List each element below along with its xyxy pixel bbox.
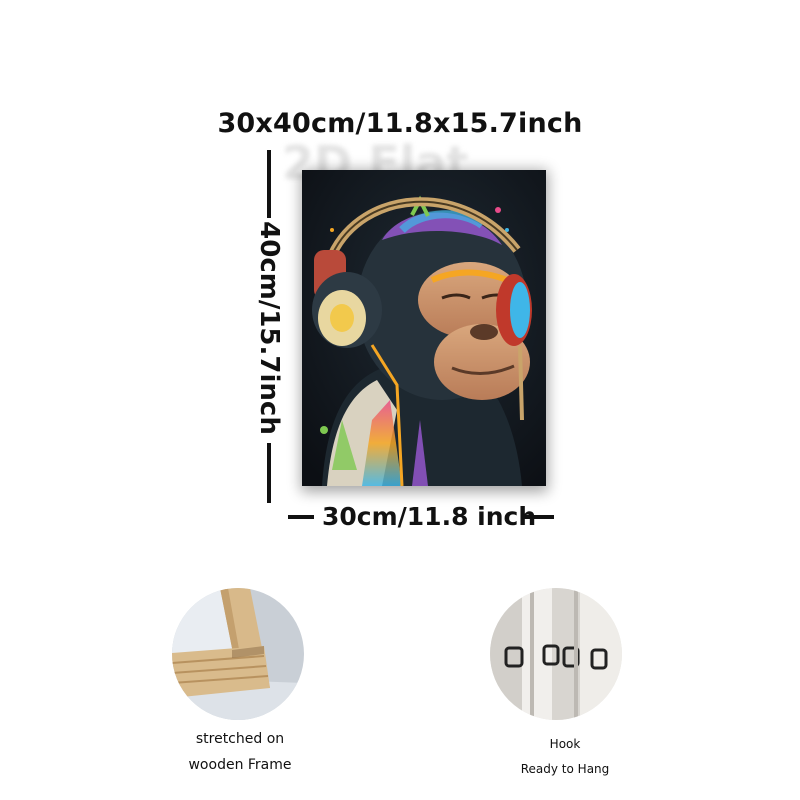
chimp-with-headphones-illustration — [302, 170, 546, 486]
height-indicator-line-top — [267, 150, 271, 218]
height-indicator-line-bottom — [267, 443, 271, 503]
hook-photo — [490, 588, 622, 720]
frame-caption-line-2: wooden Frame — [188, 757, 292, 773]
width-size-label: 30cm/11.8 inch — [322, 502, 537, 531]
overall-size-label: 30x40cm/11.8x15.7inch — [217, 108, 583, 139]
wooden-frame-photo — [172, 588, 304, 720]
hook-caption-line-1: Hook — [549, 737, 581, 751]
frame-caption-line-1: stretched on — [195, 731, 285, 747]
width-indicator-line-left — [288, 515, 314, 519]
width-indicator-line-right — [524, 515, 554, 519]
hook-caption-line-2: Ready to Hang — [520, 762, 610, 776]
canvas-artwork — [302, 170, 546, 486]
height-size-label: 40cm/15.7inch — [254, 221, 284, 435]
